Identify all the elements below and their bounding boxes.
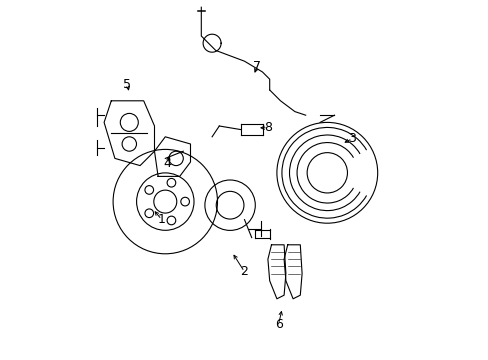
- Text: 3: 3: [348, 132, 356, 145]
- Text: 6: 6: [274, 318, 282, 330]
- Text: 2: 2: [240, 265, 248, 278]
- Text: 4: 4: [163, 157, 171, 170]
- Text: 5: 5: [123, 78, 131, 91]
- Text: 8: 8: [264, 121, 271, 134]
- Text: 7: 7: [253, 60, 261, 73]
- Text: 1: 1: [158, 213, 165, 226]
